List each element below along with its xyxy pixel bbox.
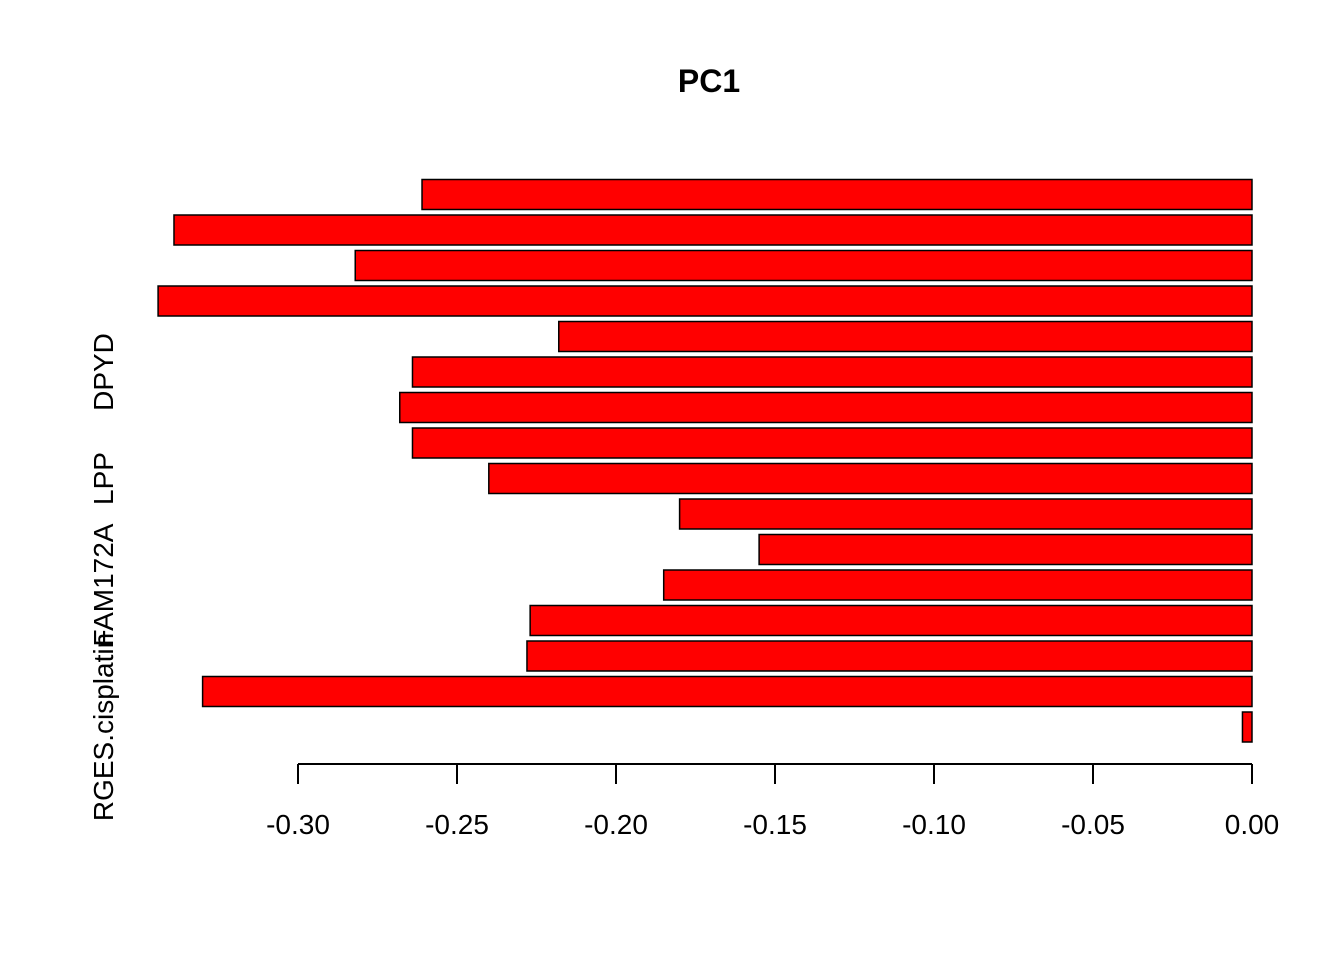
y-category-label-3: DPYD bbox=[88, 333, 119, 411]
x-tick-label-5: -0.05 bbox=[1061, 809, 1125, 840]
y-category-label-1: FAM172A bbox=[88, 523, 119, 646]
bar-7 bbox=[488, 462, 1253, 495]
x-tick-label-2: -0.20 bbox=[584, 809, 648, 840]
y-category-label-0: RGES.cisplatin bbox=[88, 633, 119, 821]
x-axis: -0.30 -0.25 -0.20 -0.15 -0.10 -0.05 0.00 bbox=[266, 763, 1280, 840]
x-tick-label-1: -0.25 bbox=[425, 809, 489, 840]
bar-2 bbox=[526, 640, 1253, 672]
bar-3 bbox=[529, 604, 1253, 637]
bar-8 bbox=[411, 427, 1253, 459]
bar-14 bbox=[173, 214, 1253, 246]
bar-13 bbox=[354, 249, 1253, 282]
bar-4 bbox=[662, 569, 1253, 601]
bar-11 bbox=[558, 320, 1253, 353]
bar-10 bbox=[411, 356, 1253, 388]
bar-6 bbox=[678, 498, 1253, 530]
bar-15 bbox=[421, 178, 1253, 211]
bar-5 bbox=[758, 533, 1253, 566]
bars-group bbox=[157, 178, 1253, 743]
chart-title: PC1 bbox=[678, 63, 740, 99]
bar-0 bbox=[1241, 711, 1253, 743]
bar-1 bbox=[201, 675, 1253, 708]
x-tick-label-3: -0.15 bbox=[743, 809, 807, 840]
x-tick-label-0: -0.30 bbox=[266, 809, 330, 840]
y-category-label-2: LPP bbox=[88, 452, 119, 505]
x-tick-label-6: 0.00 bbox=[1225, 809, 1280, 840]
bar-12 bbox=[157, 285, 1253, 317]
bar-9 bbox=[399, 391, 1253, 424]
x-tick-label-4: -0.10 bbox=[902, 809, 966, 840]
